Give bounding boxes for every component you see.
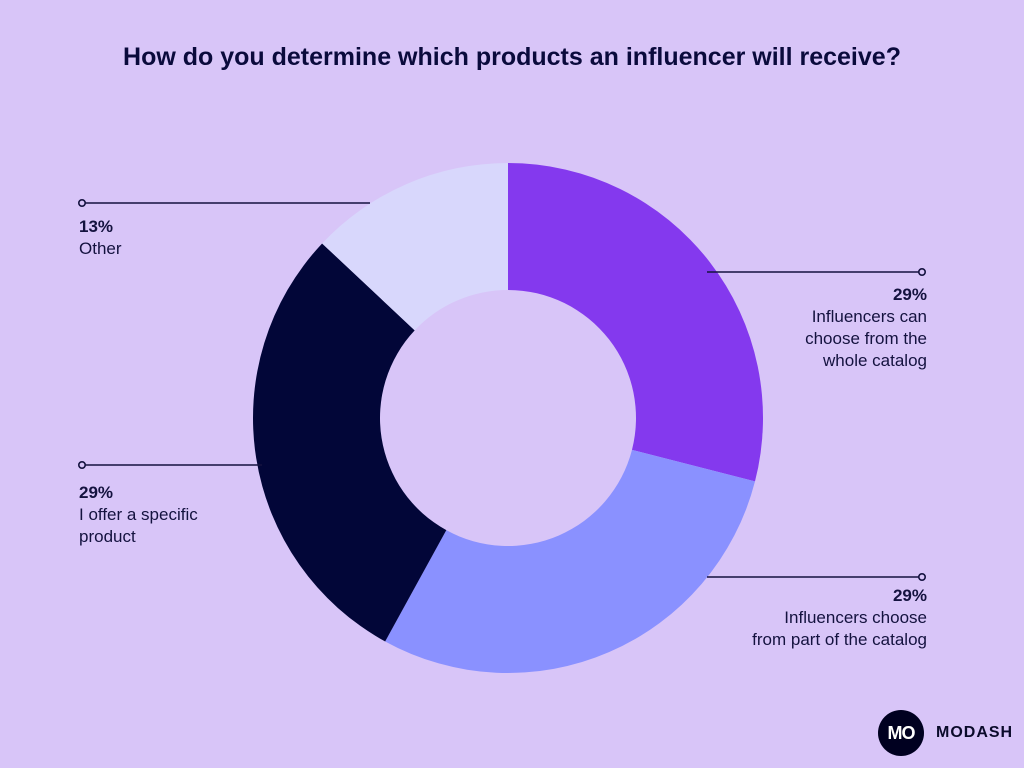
slice-label-part-catalog: 29% Influencers choose from part of the … bbox=[707, 585, 927, 651]
slice-value-part-catalog: 29% bbox=[892, 586, 927, 605]
slice-label-other: 13% Other bbox=[79, 216, 299, 260]
slice-text-whole-catalog: Influencers can choose from the whole ca… bbox=[805, 307, 927, 370]
slice-value-whole-catalog: 29% bbox=[892, 285, 927, 304]
leader-line-other-dot bbox=[78, 199, 87, 208]
slice-text-specific-product: I offer a specific product bbox=[79, 505, 198, 546]
leader-line-whole-catalog-dot bbox=[917, 267, 926, 276]
slice-label-whole-catalog: 29% Influencers can choose from the whol… bbox=[707, 284, 927, 372]
logo-mark: MO bbox=[878, 710, 924, 756]
leader-lines bbox=[78, 199, 926, 581]
slice-text-other: Other bbox=[79, 239, 122, 258]
slice-whole-catalog bbox=[508, 163, 763, 482]
slice-value-other: 13% bbox=[79, 217, 114, 236]
slice-specific-product bbox=[252, 243, 447, 642]
leader-line-specific-product-dot bbox=[78, 460, 87, 469]
slice-label-specific-product: 29% I offer a specific product bbox=[79, 482, 299, 548]
brand-logo: MO MODASH bbox=[878, 710, 1013, 756]
slice-value-specific-product: 29% bbox=[79, 483, 114, 502]
slice-text-part-catalog: Influencers choose from part of the cata… bbox=[752, 608, 927, 649]
leader-line-part-catalog-dot bbox=[917, 572, 926, 581]
slice-part-catalog bbox=[385, 449, 755, 673]
slice-other bbox=[322, 163, 508, 331]
logo-text: MODASH bbox=[936, 724, 1014, 741]
chart-title: How do you determine which products an i… bbox=[123, 43, 901, 71]
donut-slices bbox=[252, 163, 763, 673]
